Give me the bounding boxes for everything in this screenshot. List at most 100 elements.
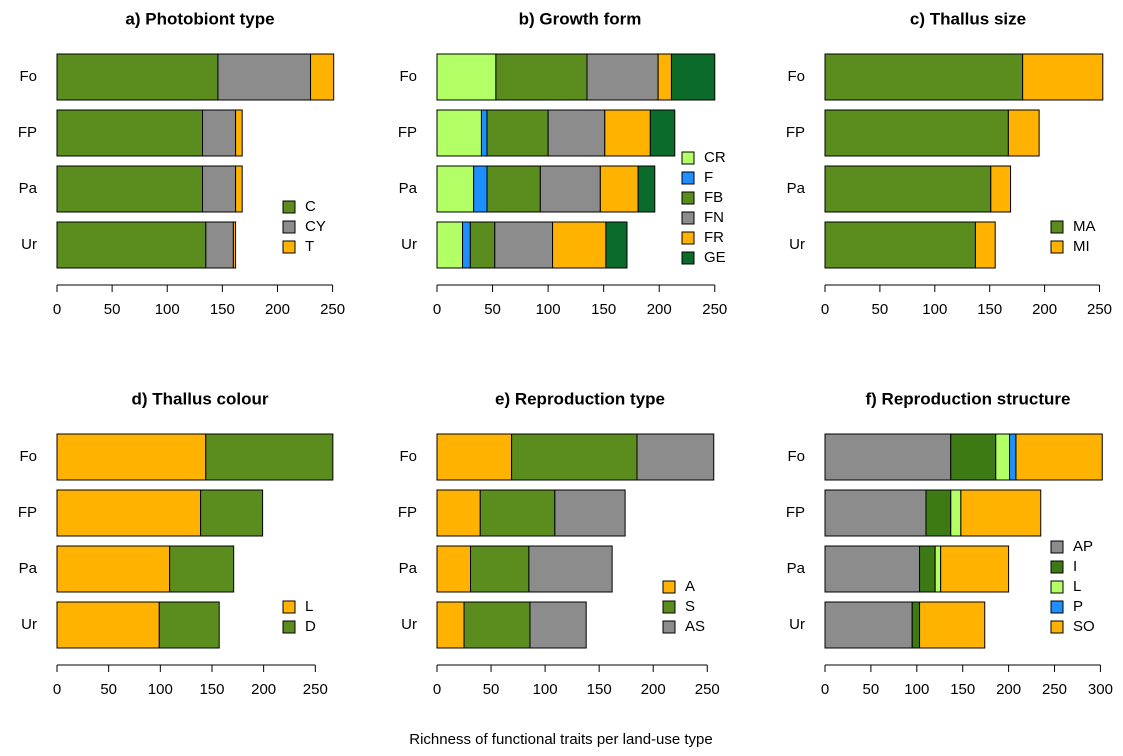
legend-label: L [1073, 578, 1081, 595]
bar-segment [657, 53, 672, 101]
legend-label: C [305, 198, 316, 215]
legend-label: CY [305, 218, 326, 235]
bar-segment [995, 433, 1011, 481]
x-tick-label: 50 [104, 301, 121, 318]
legend-swatch [681, 231, 695, 245]
x-tick-label: 250 [320, 301, 345, 318]
legend-label: MA [1073, 218, 1096, 235]
bar-segment [960, 489, 1042, 537]
bar-segment [552, 221, 607, 269]
bar-segment [824, 165, 992, 213]
y-tick-label: FP [398, 124, 417, 141]
bar-segment [824, 601, 913, 649]
bar-segment [990, 165, 1012, 213]
x-tick-label: 250 [303, 681, 328, 698]
legend-swatch [282, 220, 296, 234]
y-tick-label: FP [18, 504, 37, 521]
legend-swatch [662, 620, 676, 634]
x-tick-label: 150 [950, 681, 975, 698]
legend-label: P [1073, 598, 1083, 615]
bar-segment [824, 545, 921, 593]
bar-segment [56, 221, 207, 269]
x-tick-label: 150 [199, 681, 224, 698]
y-tick-label: FP [398, 504, 417, 521]
bar-segment [824, 489, 927, 537]
bar-segment [235, 165, 243, 213]
panel-title: d) Thallus colour [132, 389, 269, 408]
x-tick-label: 100 [922, 301, 947, 318]
bar-segment [56, 545, 171, 593]
bar-segment [649, 109, 676, 157]
x-tick-label: 150 [591, 301, 616, 318]
bar-segment [480, 109, 488, 157]
y-tick-label: Pa [399, 560, 418, 577]
x-tick-label: 100 [536, 301, 561, 318]
bar-segment [547, 109, 606, 157]
x-tick-label: 150 [587, 681, 612, 698]
x-tick-label: 150 [977, 301, 1002, 318]
bar-segment [310, 53, 335, 101]
y-tick-label: FP [786, 124, 805, 141]
y-tick-label: Ur [789, 236, 805, 253]
legend-label: AS [685, 618, 705, 635]
bar-segment [470, 545, 530, 593]
bar-segment [934, 545, 942, 593]
bar-segment [56, 53, 219, 101]
bar-segment [56, 109, 204, 157]
x-tick-label: 200 [647, 301, 672, 318]
x-tick-label: 50 [484, 301, 501, 318]
legend-label: FR [704, 229, 724, 246]
legend-label: D [305, 618, 316, 635]
x-tick-label: 200 [641, 681, 666, 698]
bar-segment [605, 221, 628, 269]
panel-title: c) Thallus size [910, 9, 1026, 28]
x-tick-label: 0 [53, 301, 61, 318]
y-tick-label: Pa [19, 180, 38, 197]
y-tick-label: Ur [401, 616, 417, 633]
y-tick-label: Ur [21, 616, 37, 633]
y-tick-label: Fo [787, 68, 805, 85]
x-tick-label: 100 [533, 681, 558, 698]
bar-segment [205, 433, 334, 481]
bar-segment [494, 221, 554, 269]
bar-segment [473, 165, 488, 213]
legend-swatch [1050, 540, 1064, 554]
legend-swatch [681, 251, 695, 265]
y-tick-label: Ur [789, 616, 805, 633]
panel-title: e) Reproduction type [495, 389, 665, 408]
bar-segment [824, 53, 1024, 101]
y-tick-label: FP [18, 124, 37, 141]
x-tick-label: 0 [53, 681, 61, 698]
bar-segment [824, 221, 976, 269]
x-tick-label: 200 [1032, 301, 1057, 318]
bar-segment [1015, 433, 1103, 481]
bar-segment [486, 109, 549, 157]
bar-segment [604, 109, 651, 157]
bar-segment [486, 165, 541, 213]
panel-title: a) Photobiont type [125, 9, 274, 28]
x-tick-label: 250 [702, 301, 727, 318]
y-tick-label: Pa [787, 180, 806, 197]
bar-segment [217, 53, 312, 101]
legend-label: FN [704, 209, 724, 226]
y-tick-label: Fo [399, 448, 417, 465]
y-tick-label: Pa [787, 560, 806, 577]
y-tick-label: Ur [21, 236, 37, 253]
bar-segment [469, 221, 496, 269]
legend-swatch [1050, 560, 1064, 574]
legend-swatch [1050, 600, 1064, 614]
bar-segment [911, 601, 921, 649]
y-tick-label: Fo [19, 68, 37, 85]
bar-segment [463, 601, 531, 649]
bar-segment [436, 433, 513, 481]
legend-label: L [305, 598, 313, 615]
legend-swatch [282, 200, 296, 214]
bar-segment [202, 109, 237, 157]
bar-segment [56, 489, 202, 537]
bar-segment [599, 165, 639, 213]
y-tick-label: Ur [401, 236, 417, 253]
legend-label: MI [1073, 238, 1090, 255]
x-tick-label: 300 [1088, 681, 1113, 698]
